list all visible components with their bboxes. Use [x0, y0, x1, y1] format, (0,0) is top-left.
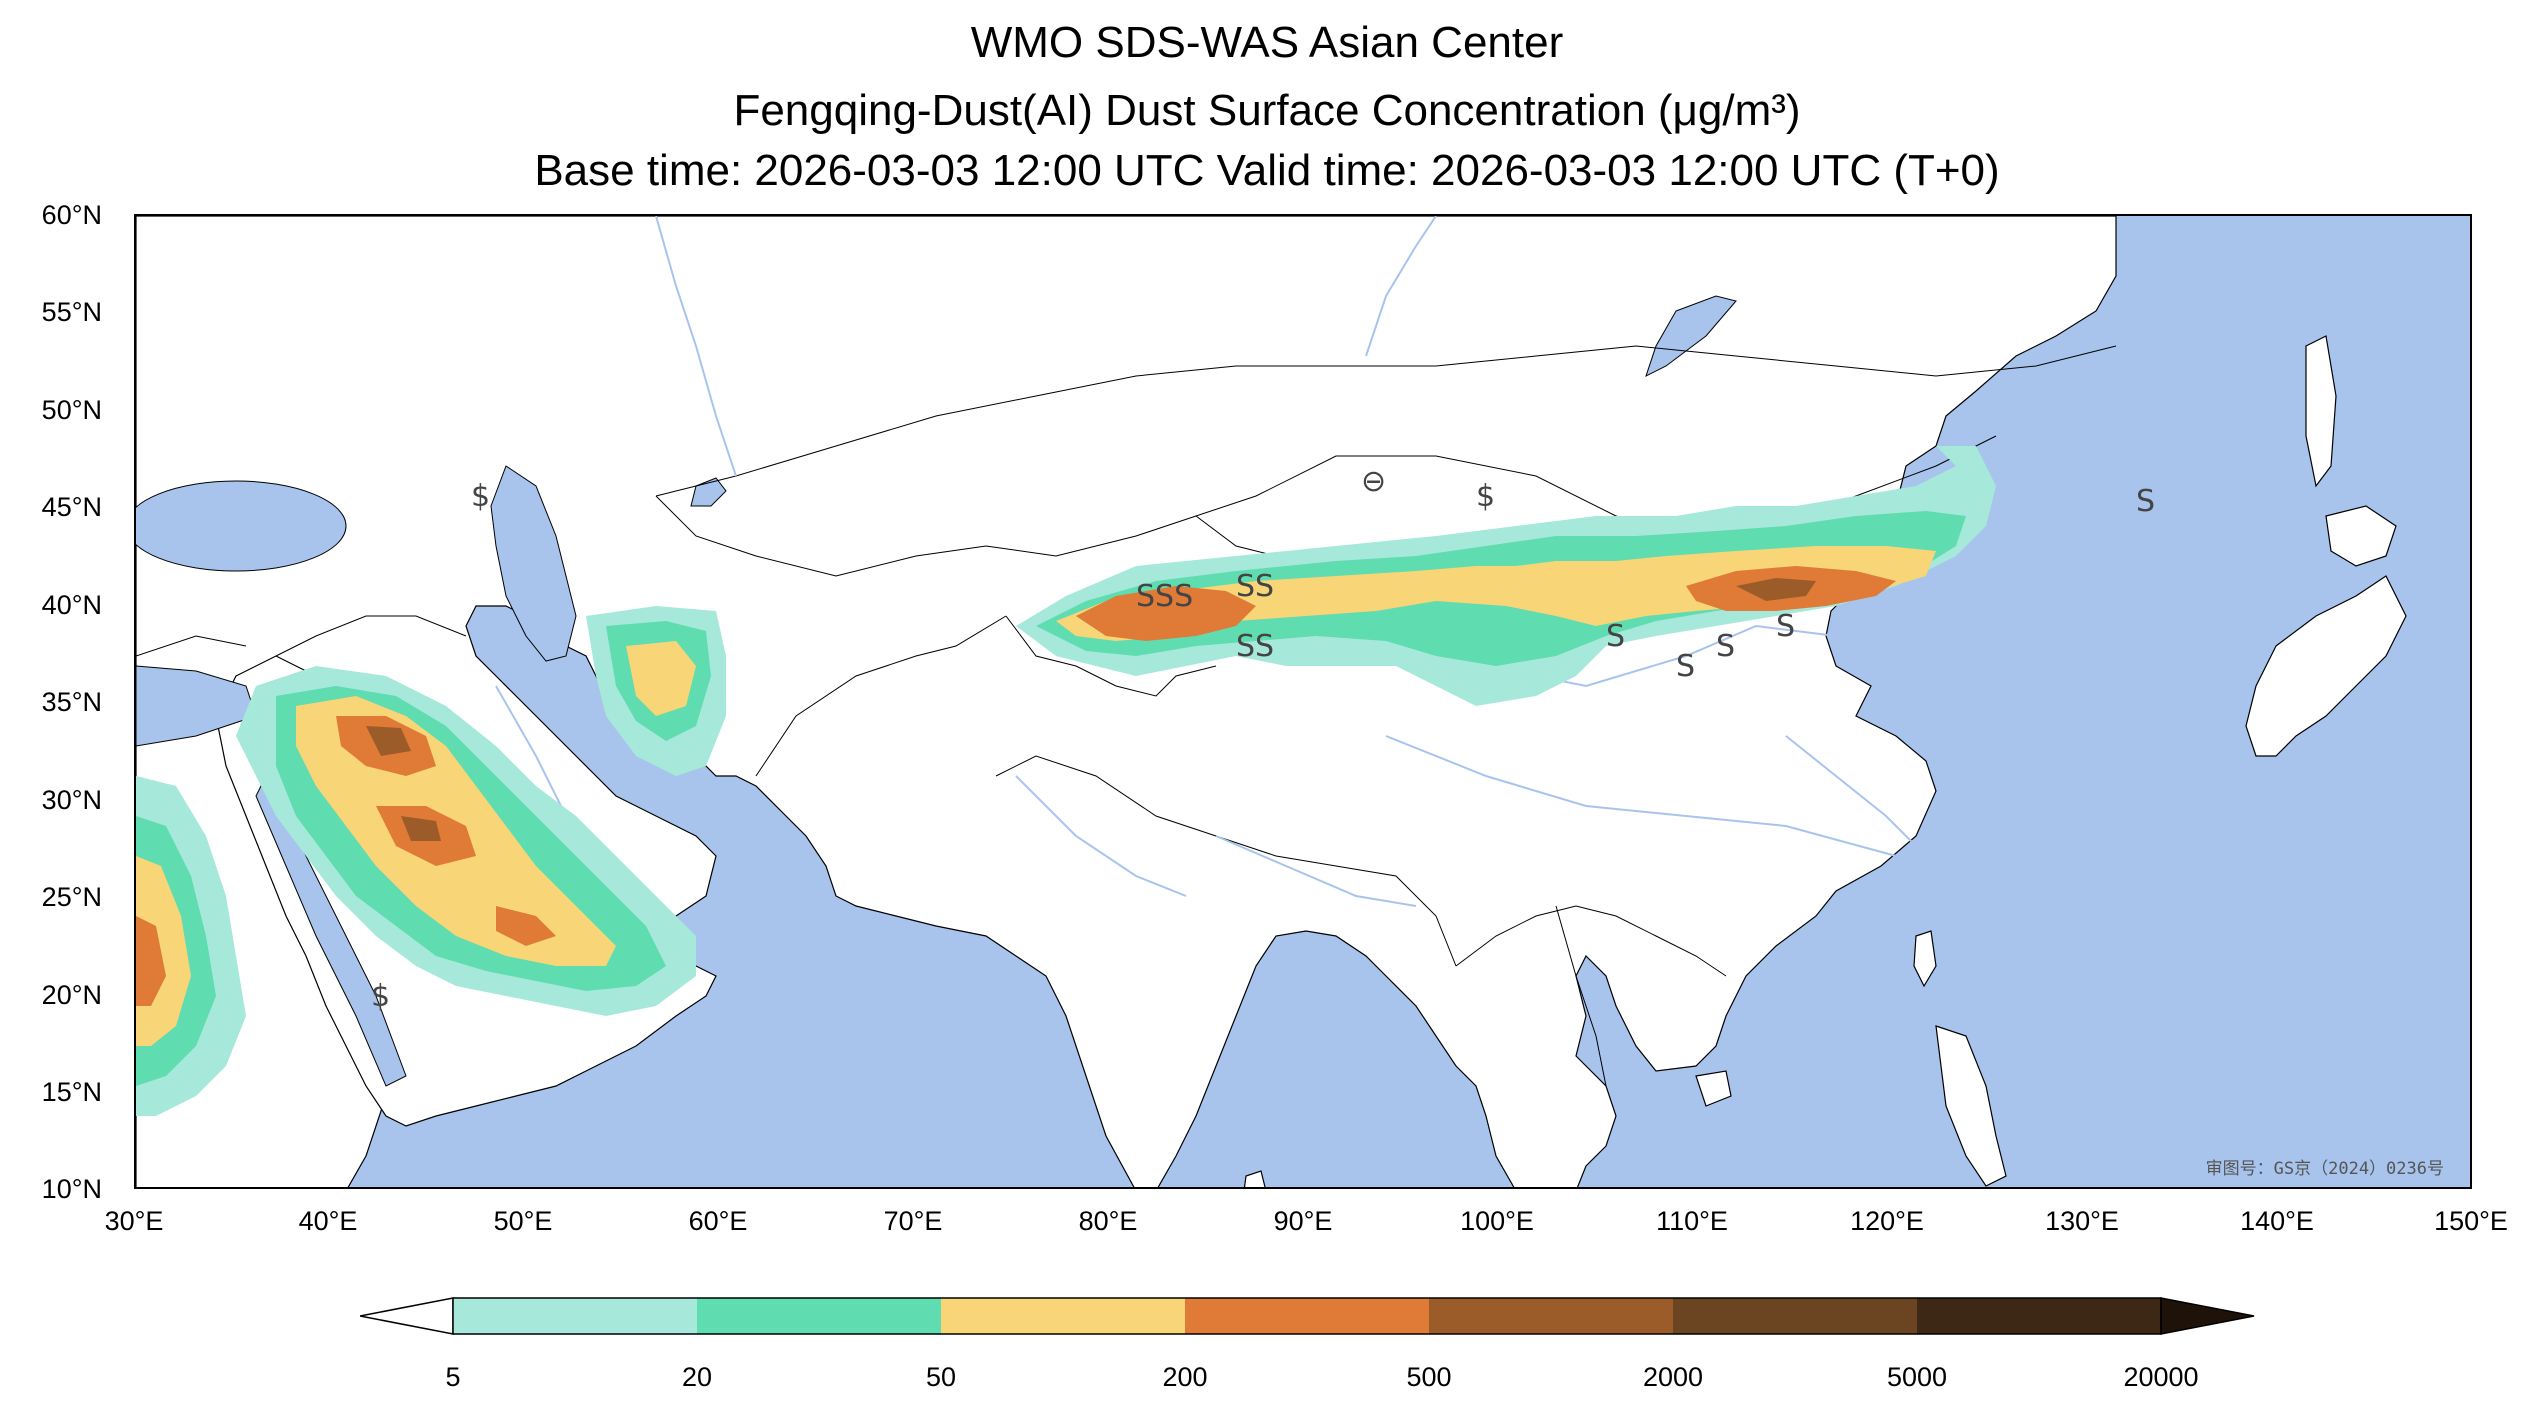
land-eurasia [136, 216, 2117, 1187]
lat-label-20: 20°N [41, 980, 102, 1010]
title-line-2: Fengqing-Dust(AI) Dust Surface Concentra… [733, 86, 1801, 135]
lon-label-80: 80°E [1078, 1206, 1138, 1236]
colorbar [360, 1297, 2255, 1335]
lat-label-60: 60°N [41, 200, 102, 230]
title-line-3: Base time: 2026-03-03 12:00 UTC Valid ti… [534, 146, 2000, 195]
dust-storm-symbol: S [1606, 619, 1625, 654]
lat-label-15: 15°N [41, 1077, 102, 1107]
dust-storm-symbol: S [2136, 484, 2155, 519]
dust-storm-symbol: S [1716, 629, 1735, 664]
lon-label-70: 70°E [883, 1206, 943, 1236]
colorbar-tick-2000: 2000 [1642, 1362, 1704, 1392]
lon-label-150: 150°E [2434, 1206, 2508, 1236]
colorbar-tick-200: 200 [1162, 1362, 1208, 1392]
lon-label-60: 60°E [688, 1206, 748, 1236]
lat-label-45: 45°N [41, 492, 102, 522]
lon-label-40: 40°E [298, 1206, 358, 1236]
dust-storm-symbol: $ [471, 479, 490, 514]
colorbar-under-triangle [360, 1297, 454, 1335]
lat-label-10: 10°N [41, 1174, 102, 1204]
lat-label-55: 55°N [41, 297, 102, 327]
land-taiwan [1913, 930, 1937, 988]
lon-label-90: 90°E [1273, 1206, 1333, 1236]
black-sea [136, 480, 347, 572]
dust-storm-symbol: SS [1236, 569, 1274, 604]
title-line-1: WMO SDS-WAS Asian Center [970, 18, 1564, 67]
land-hokkaido [2325, 505, 2397, 567]
lon-label-30: 30°E [104, 1206, 164, 1236]
lon-label-50: 50°E [493, 1206, 553, 1236]
dust-taklimakan-200 [1076, 586, 1256, 641]
dust-belt-50 [1056, 546, 1936, 641]
lon-label-100: 100°E [1460, 1206, 1534, 1236]
lon-label-110: 110°E [1656, 1206, 1728, 1236]
dust-storm-symbol: ⊖ [1361, 464, 1386, 499]
colorbar-tick-50: 50 [925, 1362, 957, 1392]
lon-label-120: 120°E [1850, 1206, 1924, 1236]
dust-africa-200 [136, 916, 166, 1006]
map-frame[interactable]: $ ⊖ $ S SSS SS SS S S S S $ 审图号：GS京（2024… [134, 214, 2472, 1189]
dust-storm-symbol: S [1776, 609, 1795, 644]
colorbar-bin-5 [1429, 1298, 1673, 1334]
dust-arabia-200 [336, 716, 556, 946]
caspian-sea [490, 465, 577, 662]
colorbar-outline [452, 1297, 2162, 1335]
dust-storm-symbol: $ [1476, 479, 1495, 514]
colorbar-tick-500: 500 [1406, 1362, 1452, 1392]
dust-storm-symbol: SSS [1136, 579, 1193, 614]
dust-layer [136, 446, 1996, 1116]
dust-storm-symbol: SS [1236, 629, 1274, 664]
dust-storm-symbol: S [1676, 649, 1695, 684]
lat-label-30: 30°N [41, 785, 102, 815]
dust-arabia-500 [366, 726, 441, 841]
land-sri-lanka [1243, 1170, 1266, 1187]
colorbar-tick-5: 5 [445, 1362, 461, 1392]
colorbar-tick-20000: 20000 [2123, 1362, 2199, 1392]
watermark: 审图号：GS京（2024）0236号 [2205, 1159, 2444, 1179]
colorbar-tick-5000: 5000 [1886, 1362, 1948, 1392]
land-hainan [1695, 1070, 1732, 1107]
colorbar-bin-7 [1917, 1298, 2161, 1334]
map-canvas: $ ⊖ $ S SSS SS SS S S S S $ [136, 216, 2470, 1187]
lon-label-130: 130°E [2045, 1206, 2119, 1236]
lat-label-35: 35°N [41, 687, 102, 717]
colorbar-bin-2 [697, 1298, 941, 1334]
colorbar-bin-6 [1673, 1298, 1917, 1334]
dust-gobi-500 [1736, 578, 1816, 601]
colorbar-bin-4 [1185, 1298, 1429, 1334]
colorbar-over-triangle [2160, 1297, 2255, 1335]
land-japan [2245, 575, 2407, 757]
storm-symbols: $ ⊖ $ S SSS SS SS S S S S $ [371, 464, 2155, 1014]
dust-iran-50 [626, 641, 696, 716]
colorbar-bin-3 [941, 1298, 1185, 1334]
lat-label-50: 50°N [41, 395, 102, 425]
land-sakhalin [2305, 335, 2337, 488]
lon-label-140: 140°E [2240, 1206, 2314, 1236]
lat-label-25: 25°N [41, 882, 102, 912]
dust-storm-symbol: $ [371, 979, 390, 1014]
red-sea [255, 774, 407, 1087]
colorbar-tick-20: 20 [681, 1362, 713, 1392]
land-philippines [1935, 1025, 2007, 1187]
lat-label-40: 40°N [41, 590, 102, 620]
colorbar-bin-1 [453, 1298, 697, 1334]
